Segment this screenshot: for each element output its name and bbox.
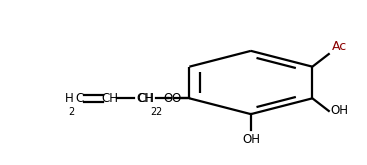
Text: 2: 2 bbox=[156, 107, 162, 117]
Text: CH: CH bbox=[138, 92, 155, 105]
Text: H: H bbox=[65, 92, 73, 105]
Text: O: O bbox=[164, 92, 173, 105]
Text: CH: CH bbox=[101, 92, 119, 105]
Text: O: O bbox=[171, 92, 180, 105]
Text: C: C bbox=[75, 92, 84, 105]
Text: 2: 2 bbox=[69, 107, 75, 117]
Text: CH: CH bbox=[136, 92, 153, 105]
Text: OH: OH bbox=[242, 133, 260, 146]
Text: OH: OH bbox=[331, 104, 349, 117]
Text: 2: 2 bbox=[150, 107, 156, 117]
Text: Ac: Ac bbox=[332, 40, 347, 53]
